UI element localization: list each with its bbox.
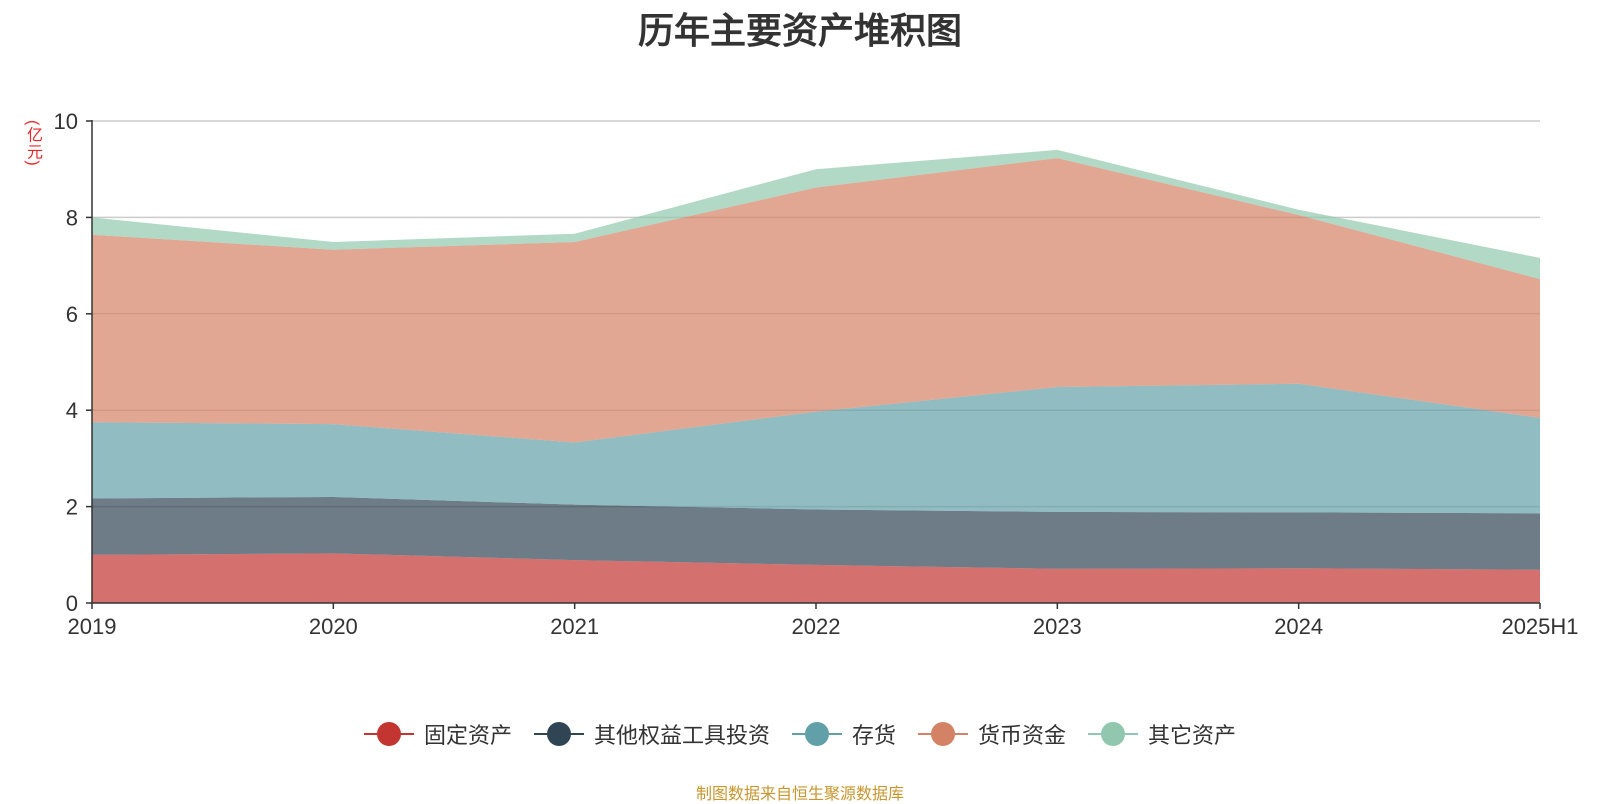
legend-label: 固定资产 bbox=[423, 723, 512, 748]
x-tick-label: 2024 bbox=[1274, 614, 1323, 639]
x-tick-label: 2019 bbox=[68, 614, 117, 639]
area-2 bbox=[92, 496, 1540, 570]
x-tick-label: 2022 bbox=[792, 614, 841, 639]
legend-label: 其它资产 bbox=[1148, 723, 1237, 748]
legend-item-2[interactable]: 其他权益工具投资 bbox=[533, 718, 770, 750]
legend-item-3[interactable]: 存货 bbox=[791, 718, 896, 750]
area-1 bbox=[92, 553, 1540, 603]
y-tick-label: 6 bbox=[66, 302, 78, 327]
legend: 固定资产 其他权益工具投资 存货 货币资金 其它资产 bbox=[0, 718, 1600, 750]
area-4 bbox=[92, 158, 1540, 443]
legend-swatch-icon bbox=[1088, 722, 1139, 746]
legend-label: 货币资金 bbox=[978, 723, 1067, 748]
legend-label: 存货 bbox=[851, 723, 896, 748]
chart-title: 历年主要资产堆积图 bbox=[637, 10, 962, 51]
legend-swatch-icon bbox=[533, 722, 584, 746]
y-tick-label: 0 bbox=[66, 591, 78, 616]
x-tick-label: 2021 bbox=[550, 614, 599, 639]
legend-swatch-icon bbox=[363, 722, 414, 746]
legend-swatch-icon bbox=[918, 722, 968, 746]
y-tick-label: 4 bbox=[66, 398, 78, 423]
area-3 bbox=[92, 383, 1540, 514]
legend-item-1[interactable]: 固定资产 bbox=[363, 718, 512, 750]
y-tick-label: 8 bbox=[66, 205, 78, 230]
source-note: 制图数据来自恒生聚源数据库 bbox=[695, 786, 904, 803]
legend-item-5[interactable]: 其它资产 bbox=[1088, 718, 1236, 750]
legend-label: 其他权益工具投资 bbox=[593, 723, 770, 748]
legend-item-4[interactable]: 货币资金 bbox=[918, 718, 1066, 750]
area-5 bbox=[92, 149, 1540, 280]
x-tick-label: 2025H1 bbox=[1501, 614, 1578, 639]
x-tick-label: 2023 bbox=[1033, 614, 1082, 639]
area-series bbox=[92, 149, 1540, 603]
y-axis-unit: (亿元) bbox=[24, 120, 41, 167]
y-tick-label: 2 bbox=[66, 495, 78, 520]
y-tick-label: 10 bbox=[54, 109, 78, 134]
legend-swatch-icon bbox=[791, 722, 842, 746]
x-tick-label: 2020 bbox=[309, 614, 358, 639]
axes: 0 2 4 6 8 10 2019 2020 2021 2022 2023 2024 2025H1 bbox=[54, 109, 1579, 639]
